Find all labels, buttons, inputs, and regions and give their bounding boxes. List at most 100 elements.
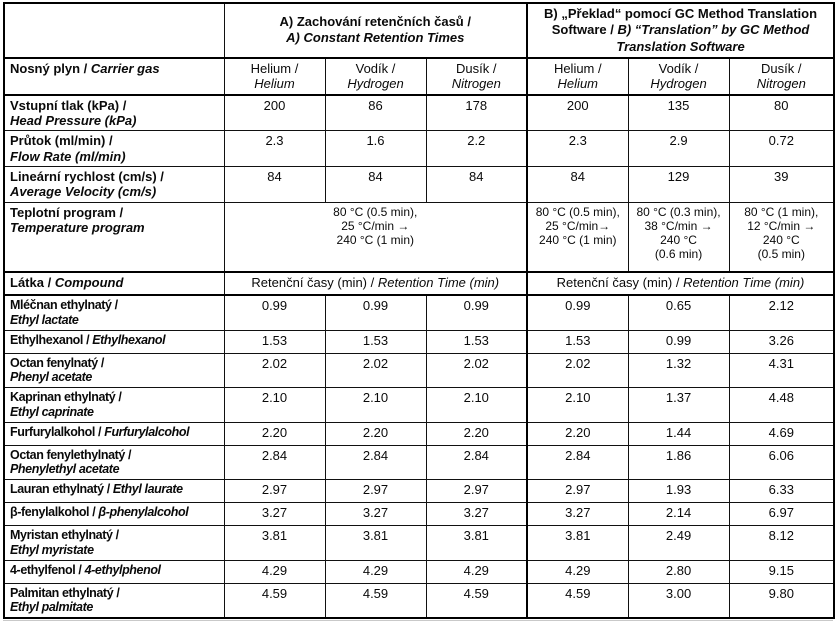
retention-value-cell: 1.53 (425, 329, 528, 354)
param-value-cell: 129 (627, 166, 730, 203)
section-a-title-en: A) Constant Retention Times (286, 30, 465, 46)
param-value-cell: 135 (627, 94, 730, 132)
param-value-cell: 84 (223, 166, 326, 203)
param-value-cell: 1.6 (324, 130, 427, 168)
retention-header-cs: Retenční časy (min) / (251, 275, 375, 291)
section-b-title-en: B) “Translation” by GC Method Translatio… (616, 22, 810, 54)
retention-value-cell: 4.59 (425, 582, 528, 619)
compound-column-label: Látka / Compound (3, 271, 225, 297)
compound-name-cs: β-fenylalkohol / (10, 505, 96, 520)
retention-value-cell: 2.84 (223, 444, 326, 481)
compound-name-cs: Myristan ethylnatý / (10, 528, 119, 543)
compound-name-en: Phenyl acetate (10, 370, 92, 385)
retention-value-cell: 0.99 (425, 294, 528, 331)
compound-label-cell: Kaprinan ethylnatý / Ethyl caprinate (3, 387, 225, 423)
retention-header-b: Retenční časy (min) / Retention Time (mi… (526, 271, 835, 297)
gas-header-b-hydrogen: Vodík / Hydrogen (627, 57, 730, 96)
section-header-row: A) Zachování retenčních časů / A) Consta… (3, 2, 835, 59)
retention-value-cell: 3.81 (223, 525, 326, 561)
retention-value-cell: 0.99 (223, 294, 326, 331)
param-value-cell: 2.2 (425, 130, 528, 168)
table-row-ethyl-laurate: Lauran ethylnatý / Ethyl laurate 2.97 2.… (3, 479, 835, 504)
temp-program-b-nitrogen-cell: 80 °C (1 min), 12 °C/min → 240 °C (0.5 m… (728, 201, 835, 274)
retention-value-cell: 4.59 (324, 582, 427, 619)
param-value-cell: 80 (728, 94, 835, 132)
param-value-cell: 84 (526, 166, 629, 203)
compound-name-en: Phenylethyl acetate (10, 462, 120, 477)
compound-name-cs: Furfurylalkohol / (10, 424, 102, 439)
table-row-ethyl-lactate: Mléčnan ethylnatý / Ethyl lactate 0.99 0… (3, 294, 835, 331)
gas-name-cs: Vodík / (658, 60, 699, 76)
retention-value-cell: 0.99 (526, 294, 629, 331)
retention-header-en: Retention Time (min) (377, 275, 500, 291)
compound-name-en: Ethyl palmitate (10, 600, 93, 615)
param-label-cs: Průtok (ml/min) / (10, 133, 113, 149)
compound-label-cell: Ethylhexanol / Ethylhexanol (3, 329, 225, 354)
carrier-gas-label-en: Carrier gas (90, 60, 160, 76)
retention-value-cell: 2.02 (324, 352, 427, 389)
retention-value-cell: 2.49 (627, 525, 730, 561)
param-value-cell: 178 (425, 94, 528, 132)
compound-label-cell: Palmitan ethylnatý / Ethyl palmitate (3, 582, 225, 619)
retention-value-cell: 4.29 (324, 559, 427, 584)
retention-value-cell: 1.53 (223, 329, 326, 354)
compound-name-cs: Ethylhexanol / (10, 332, 90, 347)
gas-name-cs: Dusík / (456, 60, 497, 76)
compound-label-cell: Octan fenylnatý / Phenyl acetate (3, 352, 225, 389)
gas-name-cs: Dusík / (761, 60, 802, 76)
compound-name-cs: Octan fenylethylnatý / (10, 447, 132, 462)
compound-label-en: Compound (54, 275, 124, 291)
retention-value-cell: 2.20 (526, 421, 629, 446)
gas-name-en: Nitrogen (756, 76, 806, 92)
gas-name-en: Hydrogen (650, 76, 707, 92)
retention-value-cell: 2.02 (425, 352, 528, 389)
table-row-4-ethylphenol: 4-ethylfenol / 4-ethylphenol 4.29 4.29 4… (3, 559, 835, 584)
section-a-title-cs: A) Zachování retenčních časů / (279, 14, 471, 30)
retention-value-cell: 4.31 (728, 352, 835, 389)
flow-rate-label: Průtok (ml/min) / Flow Rate (ml/min) (3, 130, 225, 168)
gas-name-en: Helium (254, 76, 295, 92)
retention-value-cell: 2.97 (223, 479, 326, 504)
table-row-ethyl-palmitate: Palmitan ethylnatý / Ethyl palmitate 4.5… (3, 582, 835, 619)
retention-value-cell: 2.10 (425, 387, 528, 423)
retention-value-cell: 0.99 (324, 294, 427, 331)
retention-value-cell: 2.14 (627, 502, 730, 527)
param-label-cs: Lineární rychlost (cm/s) / (10, 169, 164, 185)
retention-value-cell: 2.20 (425, 421, 528, 446)
compound-name-cs: Mléčnan ethylnatý / (10, 298, 118, 313)
retention-value-cell: 1.37 (627, 387, 730, 423)
carrier-gas-row: Nosný plyn / Carrier gas Helium / Helium… (3, 57, 835, 96)
retention-value-cell: 2.20 (324, 421, 427, 446)
retention-value-cell: 2.10 (223, 387, 326, 423)
retention-value-cell: 4.48 (728, 387, 835, 423)
retention-value-cell: 2.10 (526, 387, 629, 423)
retention-value-cell: 1.53 (526, 329, 629, 354)
carrier-gas-label-cs: Nosný plyn / (10, 60, 88, 76)
retention-value-cell: 2.02 (223, 352, 326, 389)
gas-name-cs: Helium / (553, 60, 602, 76)
temp-program-a-cell: 80 °C (0.5 min), 25 °C/min → 240 °C (1 m… (223, 201, 528, 274)
retention-value-cell: 4.59 (526, 582, 629, 619)
gas-name-cs: Helium / (250, 60, 299, 76)
compound-name-en: Furfurylalcohol (104, 424, 190, 439)
compound-label-cell: 4-ethylfenol / 4-ethylphenol (3, 559, 225, 584)
retention-value-cell: 0.65 (627, 294, 730, 331)
retention-value-cell: 9.15 (728, 559, 835, 584)
table-row-ethyl-caprinate: Kaprinan ethylnatý / Ethyl caprinate 2.1… (3, 387, 835, 423)
retention-value-cell: 1.93 (627, 479, 730, 504)
head-pressure-label: Vstupní tlak (kPa) / Head Pressure (kPa) (3, 94, 225, 132)
gas-name-en: Hydrogen (347, 76, 404, 92)
gas-name-en: Helium (557, 76, 599, 92)
retention-value-cell: 2.97 (324, 479, 427, 504)
gas-header-b-nitrogen: Dusík / Nitrogen (728, 57, 835, 96)
param-value-cell: 86 (324, 94, 427, 132)
retention-value-cell: 2.84 (324, 444, 427, 481)
compound-label-cell: Mléčnan ethylnatý / Ethyl lactate (3, 294, 225, 331)
retention-header-a: Retenční časy (min) / Retention Time (mi… (223, 271, 528, 297)
compound-label-cell: Octan fenylethylnatý / Phenylethyl aceta… (3, 444, 225, 481)
retention-value-cell: 1.44 (627, 421, 730, 446)
section-b-title-cs: B) „Překlad“ pomocí GC Method Translatio… (544, 6, 818, 38)
param-label-cs: Teplotní program / (10, 204, 124, 220)
param-value-cell: 2.3 (223, 130, 326, 168)
